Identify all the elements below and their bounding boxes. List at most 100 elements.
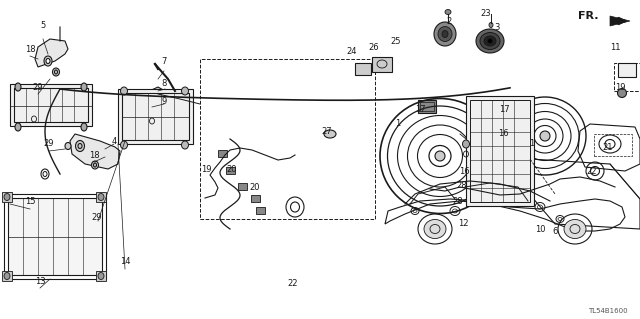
Ellipse shape bbox=[540, 131, 550, 141]
Ellipse shape bbox=[98, 272, 104, 279]
Text: FR.: FR. bbox=[578, 11, 598, 21]
Ellipse shape bbox=[488, 39, 493, 43]
Ellipse shape bbox=[484, 36, 496, 46]
Ellipse shape bbox=[445, 10, 451, 14]
Ellipse shape bbox=[52, 68, 60, 76]
Ellipse shape bbox=[477, 162, 483, 172]
Ellipse shape bbox=[476, 29, 504, 53]
Polygon shape bbox=[610, 16, 630, 26]
Bar bbox=[2, 271, 12, 281]
Text: 21: 21 bbox=[603, 143, 613, 152]
Bar bbox=[4, 194, 106, 279]
Bar bbox=[96, 192, 106, 202]
Ellipse shape bbox=[81, 123, 87, 131]
Text: 29: 29 bbox=[92, 212, 102, 221]
Ellipse shape bbox=[143, 102, 152, 112]
Bar bbox=[507, 104, 521, 113]
Text: 15: 15 bbox=[25, 197, 35, 206]
Ellipse shape bbox=[92, 161, 99, 169]
Text: 27: 27 bbox=[322, 128, 332, 137]
Text: 14: 14 bbox=[120, 256, 131, 265]
Polygon shape bbox=[145, 87, 165, 104]
Bar bbox=[96, 271, 106, 281]
Text: 9: 9 bbox=[161, 97, 166, 106]
Ellipse shape bbox=[81, 83, 87, 91]
Ellipse shape bbox=[424, 219, 446, 239]
Bar bbox=[226, 167, 235, 174]
Text: 12: 12 bbox=[458, 219, 468, 228]
Text: 19: 19 bbox=[615, 83, 625, 92]
Text: 19: 19 bbox=[201, 165, 211, 174]
Text: 6: 6 bbox=[552, 226, 557, 235]
Ellipse shape bbox=[182, 87, 189, 95]
Bar bbox=[466, 96, 534, 206]
Ellipse shape bbox=[504, 130, 511, 139]
Text: 4: 4 bbox=[111, 137, 116, 145]
Text: TL54B1600: TL54B1600 bbox=[588, 308, 628, 314]
Text: 8: 8 bbox=[161, 79, 166, 88]
Polygon shape bbox=[35, 39, 68, 67]
Ellipse shape bbox=[46, 58, 50, 63]
Bar bbox=[118, 89, 193, 144]
Bar bbox=[505, 102, 523, 115]
Bar bbox=[594, 134, 632, 156]
Ellipse shape bbox=[435, 151, 445, 161]
Text: 18: 18 bbox=[89, 152, 99, 160]
Bar bbox=[200, 59, 375, 219]
Bar bbox=[614, 63, 640, 91]
Text: 22: 22 bbox=[288, 279, 298, 288]
Text: 25: 25 bbox=[391, 36, 401, 46]
Ellipse shape bbox=[618, 88, 627, 98]
Ellipse shape bbox=[98, 194, 104, 201]
Ellipse shape bbox=[434, 22, 456, 46]
Ellipse shape bbox=[44, 56, 52, 66]
Text: 1: 1 bbox=[529, 139, 534, 149]
Bar bbox=[420, 102, 434, 111]
Ellipse shape bbox=[564, 219, 586, 239]
Text: 20: 20 bbox=[250, 183, 260, 192]
Text: 16: 16 bbox=[459, 167, 469, 175]
Ellipse shape bbox=[120, 141, 127, 149]
Bar bbox=[8, 198, 102, 275]
Ellipse shape bbox=[438, 26, 452, 41]
Text: 17: 17 bbox=[499, 105, 509, 114]
Bar bbox=[251, 195, 260, 202]
Ellipse shape bbox=[324, 130, 336, 138]
Text: 1: 1 bbox=[396, 120, 401, 129]
Text: 2: 2 bbox=[446, 17, 452, 26]
Text: 28: 28 bbox=[452, 197, 463, 205]
Bar bbox=[372, 57, 392, 72]
Text: 26: 26 bbox=[369, 42, 380, 51]
Bar bbox=[418, 100, 436, 113]
Text: 29: 29 bbox=[33, 83, 44, 92]
Text: 24: 24 bbox=[347, 48, 357, 56]
Ellipse shape bbox=[489, 23, 493, 27]
Ellipse shape bbox=[463, 140, 470, 148]
Ellipse shape bbox=[15, 83, 21, 91]
Bar bbox=[470, 100, 530, 202]
Ellipse shape bbox=[120, 87, 127, 95]
Ellipse shape bbox=[4, 194, 10, 201]
Ellipse shape bbox=[4, 272, 10, 279]
Text: 20: 20 bbox=[227, 165, 237, 174]
Ellipse shape bbox=[442, 31, 448, 38]
Ellipse shape bbox=[65, 143, 71, 150]
Ellipse shape bbox=[480, 33, 500, 49]
Bar bbox=[122, 93, 189, 140]
Bar bbox=[14, 88, 88, 122]
Text: 17: 17 bbox=[415, 105, 426, 114]
Text: 13: 13 bbox=[35, 277, 45, 286]
Text: 10: 10 bbox=[535, 226, 545, 234]
Bar bbox=[355, 63, 371, 75]
Bar bbox=[618, 63, 636, 77]
Text: 23: 23 bbox=[481, 9, 492, 18]
Bar bbox=[2, 192, 12, 202]
Bar bbox=[238, 183, 247, 190]
Text: 29: 29 bbox=[44, 139, 54, 149]
Ellipse shape bbox=[76, 140, 84, 152]
Polygon shape bbox=[70, 134, 120, 169]
Text: 11: 11 bbox=[610, 43, 620, 53]
Text: 16: 16 bbox=[498, 130, 508, 138]
Text: 5: 5 bbox=[40, 21, 45, 31]
Text: 7: 7 bbox=[161, 56, 166, 65]
